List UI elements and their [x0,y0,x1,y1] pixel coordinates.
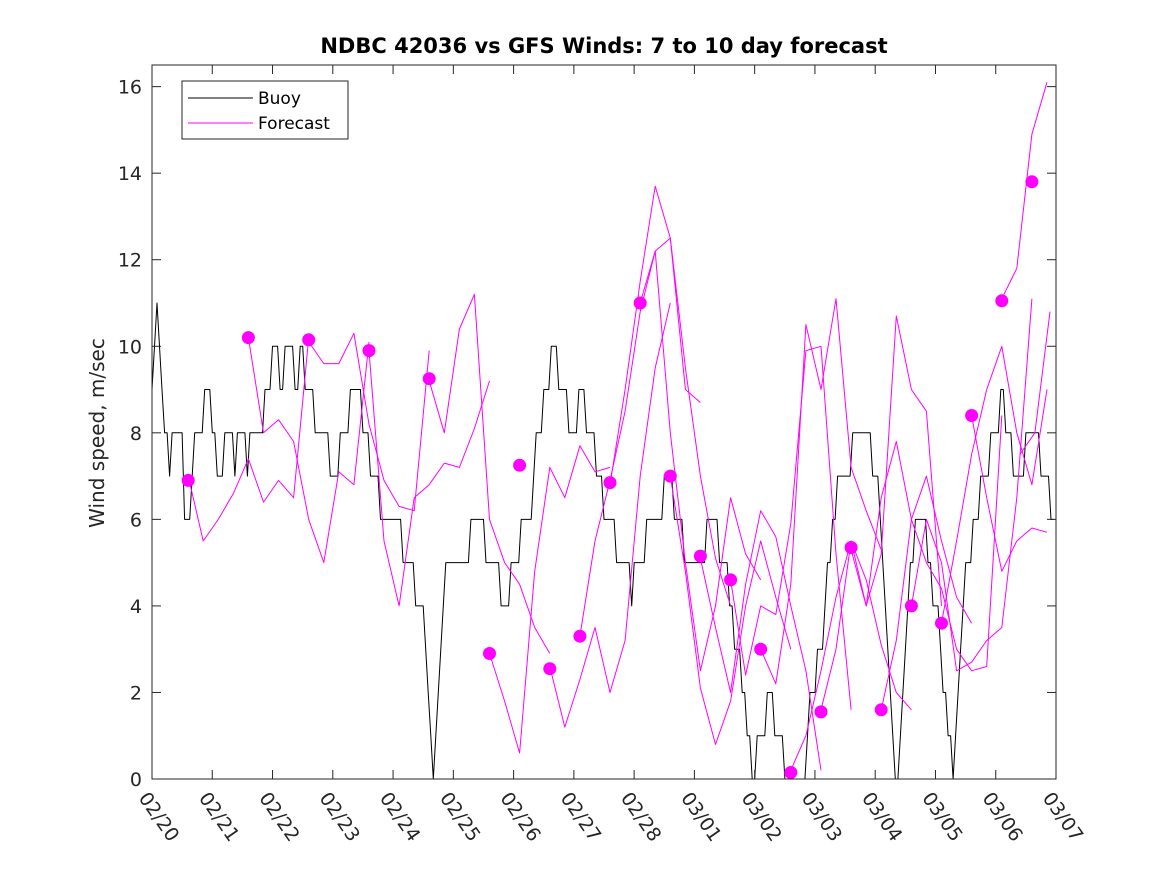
series-line-forecast-23 [1019,311,1051,455]
y-tick-label: 10 [118,336,142,358]
chart-title: NDBC 42036 vs GFS Winds: 7 to 10 day for… [320,34,887,58]
forecast-start-marker [663,469,677,483]
y-tick-label: 16 [118,77,142,99]
series-line-forecast-9 [609,185,732,607]
series-line-forecast-10 [639,250,762,672]
series-line-forecast-20 [941,345,1048,624]
forecast-start-marker [935,616,948,630]
forecast-start-marker [844,541,858,554]
forecast-start-marker [874,703,888,717]
forecast-start-marker [422,372,436,386]
y-tick-label: 2 [130,682,142,704]
series-line-forecast-12 [699,510,822,771]
series-line-forecast-14 [760,298,882,685]
series-line-forecast-2 [247,337,370,564]
series-line-forecast-6 [489,445,611,754]
forecast-start-marker [362,344,376,358]
series-line-forecast-13 [730,345,852,710]
series-line-forecast-1 [187,337,310,542]
forecast-start-marker [302,333,316,347]
forecast-start-marker [784,766,798,779]
series-line-forecast-19 [910,298,1033,672]
plot-area-frame [151,64,1057,780]
series-line-forecast-11 [669,476,792,745]
forecast-start-marker [513,458,527,472]
forecast-start-marker [181,473,195,487]
legend-box [181,80,349,140]
forecast-start-marker [904,599,918,613]
forecast-start-marker [754,642,768,656]
y-tick-label: 8 [130,423,142,445]
forecast-start-marker [543,662,557,676]
legend-label-buoy: Buoy [258,89,301,109]
series-line-forecast-16 [820,315,942,710]
plot-series-group [151,82,1054,780]
y-tick-label: 14 [118,163,142,185]
series-line-forecast-8 [579,237,701,637]
y-tick-label: 6 [130,509,142,531]
series-line-forecast-7 [549,302,671,728]
forecast-start-marker [814,705,828,719]
forecast-start-marker [483,647,496,660]
forecast-start-marker [693,549,707,563]
legend: Buoy Forecast [181,80,349,140]
plot-markers-group [181,175,1039,779]
series-line-forecast-4 [368,350,490,607]
series-line-forecast-5 [428,293,551,654]
forecast-start-marker [1025,175,1039,189]
forecast-start-marker [965,409,979,422]
forecast-start-marker [573,629,587,643]
forecast-start-marker [724,573,738,587]
forecast-start-marker [633,296,647,310]
series-line-buoy [151,302,1054,780]
y-tick-label: 4 [130,596,142,618]
series-line-forecast-22 [1001,82,1048,299]
forecast-start-marker [603,476,617,490]
series-line-forecast-18 [880,415,1003,710]
series-line-forecast-21 [971,415,1048,572]
y-axis: 0 2 4 6 8 10 12 14 16 [118,77,1056,791]
y-axis-label: Wind speed, m/sec [85,338,109,528]
y-tick-label: 12 [118,250,142,272]
y-tick-label: 0 [130,769,142,791]
forecast-start-marker [995,294,1009,308]
series-line-forecast-3 [308,332,430,512]
legend-label-forecast: Forecast [258,114,330,134]
forecast-start-marker [241,331,255,345]
